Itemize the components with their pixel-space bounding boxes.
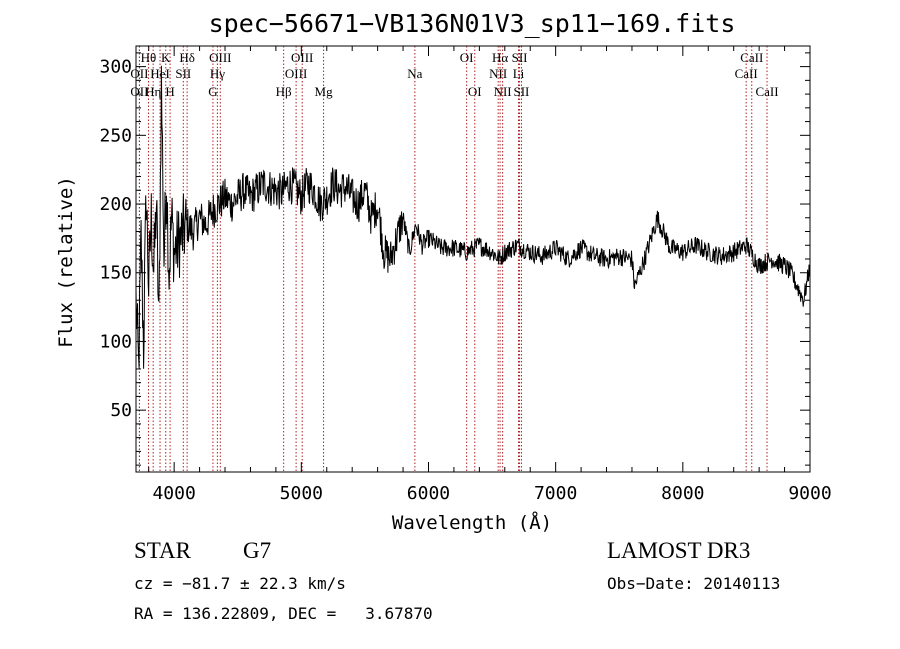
emission-line-label: SII — [514, 84, 530, 99]
emission-line-label: Hθ — [141, 50, 157, 65]
x-axis-ticks: 4000 5000 6000 7000 8000 9000 — [148, 46, 832, 504]
emission-line-label: Na — [407, 66, 422, 81]
redshift-readout: cz = −81.7 ± 22.3 km/s — [134, 574, 346, 593]
emission-line-label: Hη — [145, 84, 161, 99]
emission-line-label: HeI — [150, 66, 170, 81]
emission-line-label: G — [208, 84, 217, 99]
y-axis-ticks: 50 100 150 200 250 300 — [99, 52, 810, 466]
emission-line-markers — [138, 46, 768, 472]
x-tick-label: 4000 — [152, 483, 195, 504]
y-axis-label: Flux (relative) — [55, 176, 77, 348]
x-tick-label: 7000 — [534, 483, 577, 504]
coordinates-readout: RA = 136.22809, DEC = 3.67870 — [134, 604, 433, 623]
emission-line-label: OIII — [291, 50, 313, 65]
chart-title: spec−56671−VB136N01V3_sp11−169.fits — [209, 9, 736, 38]
emission-line-label: Li — [513, 66, 525, 81]
emission-line-label: NII — [494, 84, 512, 99]
emission-line-label: OIII — [285, 66, 307, 81]
y-tick-label: 50 — [110, 400, 132, 421]
x-tick-label: 8000 — [661, 483, 704, 504]
y-tick-label: 100 — [99, 331, 132, 352]
emission-line-label: OIII — [209, 50, 231, 65]
emission-line-label: K — [161, 50, 171, 65]
obs-date: Obs−Date: 20140113 — [607, 574, 781, 593]
emission-line-label: Hα — [492, 50, 508, 65]
emission-line-label: Hγ — [210, 66, 225, 81]
emission-line-label: Hβ — [276, 84, 292, 99]
emission-line-label: SII — [512, 50, 528, 65]
emission-line-label: OI — [460, 50, 474, 65]
emission-line-label: OI — [468, 84, 482, 99]
x-axis-label: Wavelength (Å) — [392, 511, 552, 534]
x-tick-label: 6000 — [407, 483, 450, 504]
y-tick-label: 300 — [99, 57, 132, 78]
emission-line-label: OII — [130, 84, 148, 99]
emission-line-label: CaII — [755, 84, 778, 99]
x-tick-label: 9000 — [788, 483, 831, 504]
y-tick-label: 250 — [99, 125, 132, 146]
emission-line-label: OII — [130, 66, 148, 81]
flux-spectrum-line — [135, 65, 811, 369]
emission-line-label: NII — [489, 66, 507, 81]
emission-line-label: H — [165, 84, 174, 99]
plot-frame — [135, 45, 811, 473]
survey-name: LAMOST DR3 — [607, 538, 751, 563]
y-tick-label: 150 — [99, 263, 132, 284]
y-tick-label: 200 — [99, 194, 132, 215]
emission-line-label: SII — [175, 66, 191, 81]
object-class: STAR — [134, 538, 191, 563]
emission-line-label: Mg — [315, 84, 334, 99]
emission-line-label: CaII — [735, 66, 758, 81]
emission-line-label: CaII — [740, 50, 763, 65]
emission-line-label: Hδ — [179, 50, 195, 65]
spectral-subclass: G7 — [243, 538, 272, 563]
x-tick-label: 5000 — [280, 483, 323, 504]
